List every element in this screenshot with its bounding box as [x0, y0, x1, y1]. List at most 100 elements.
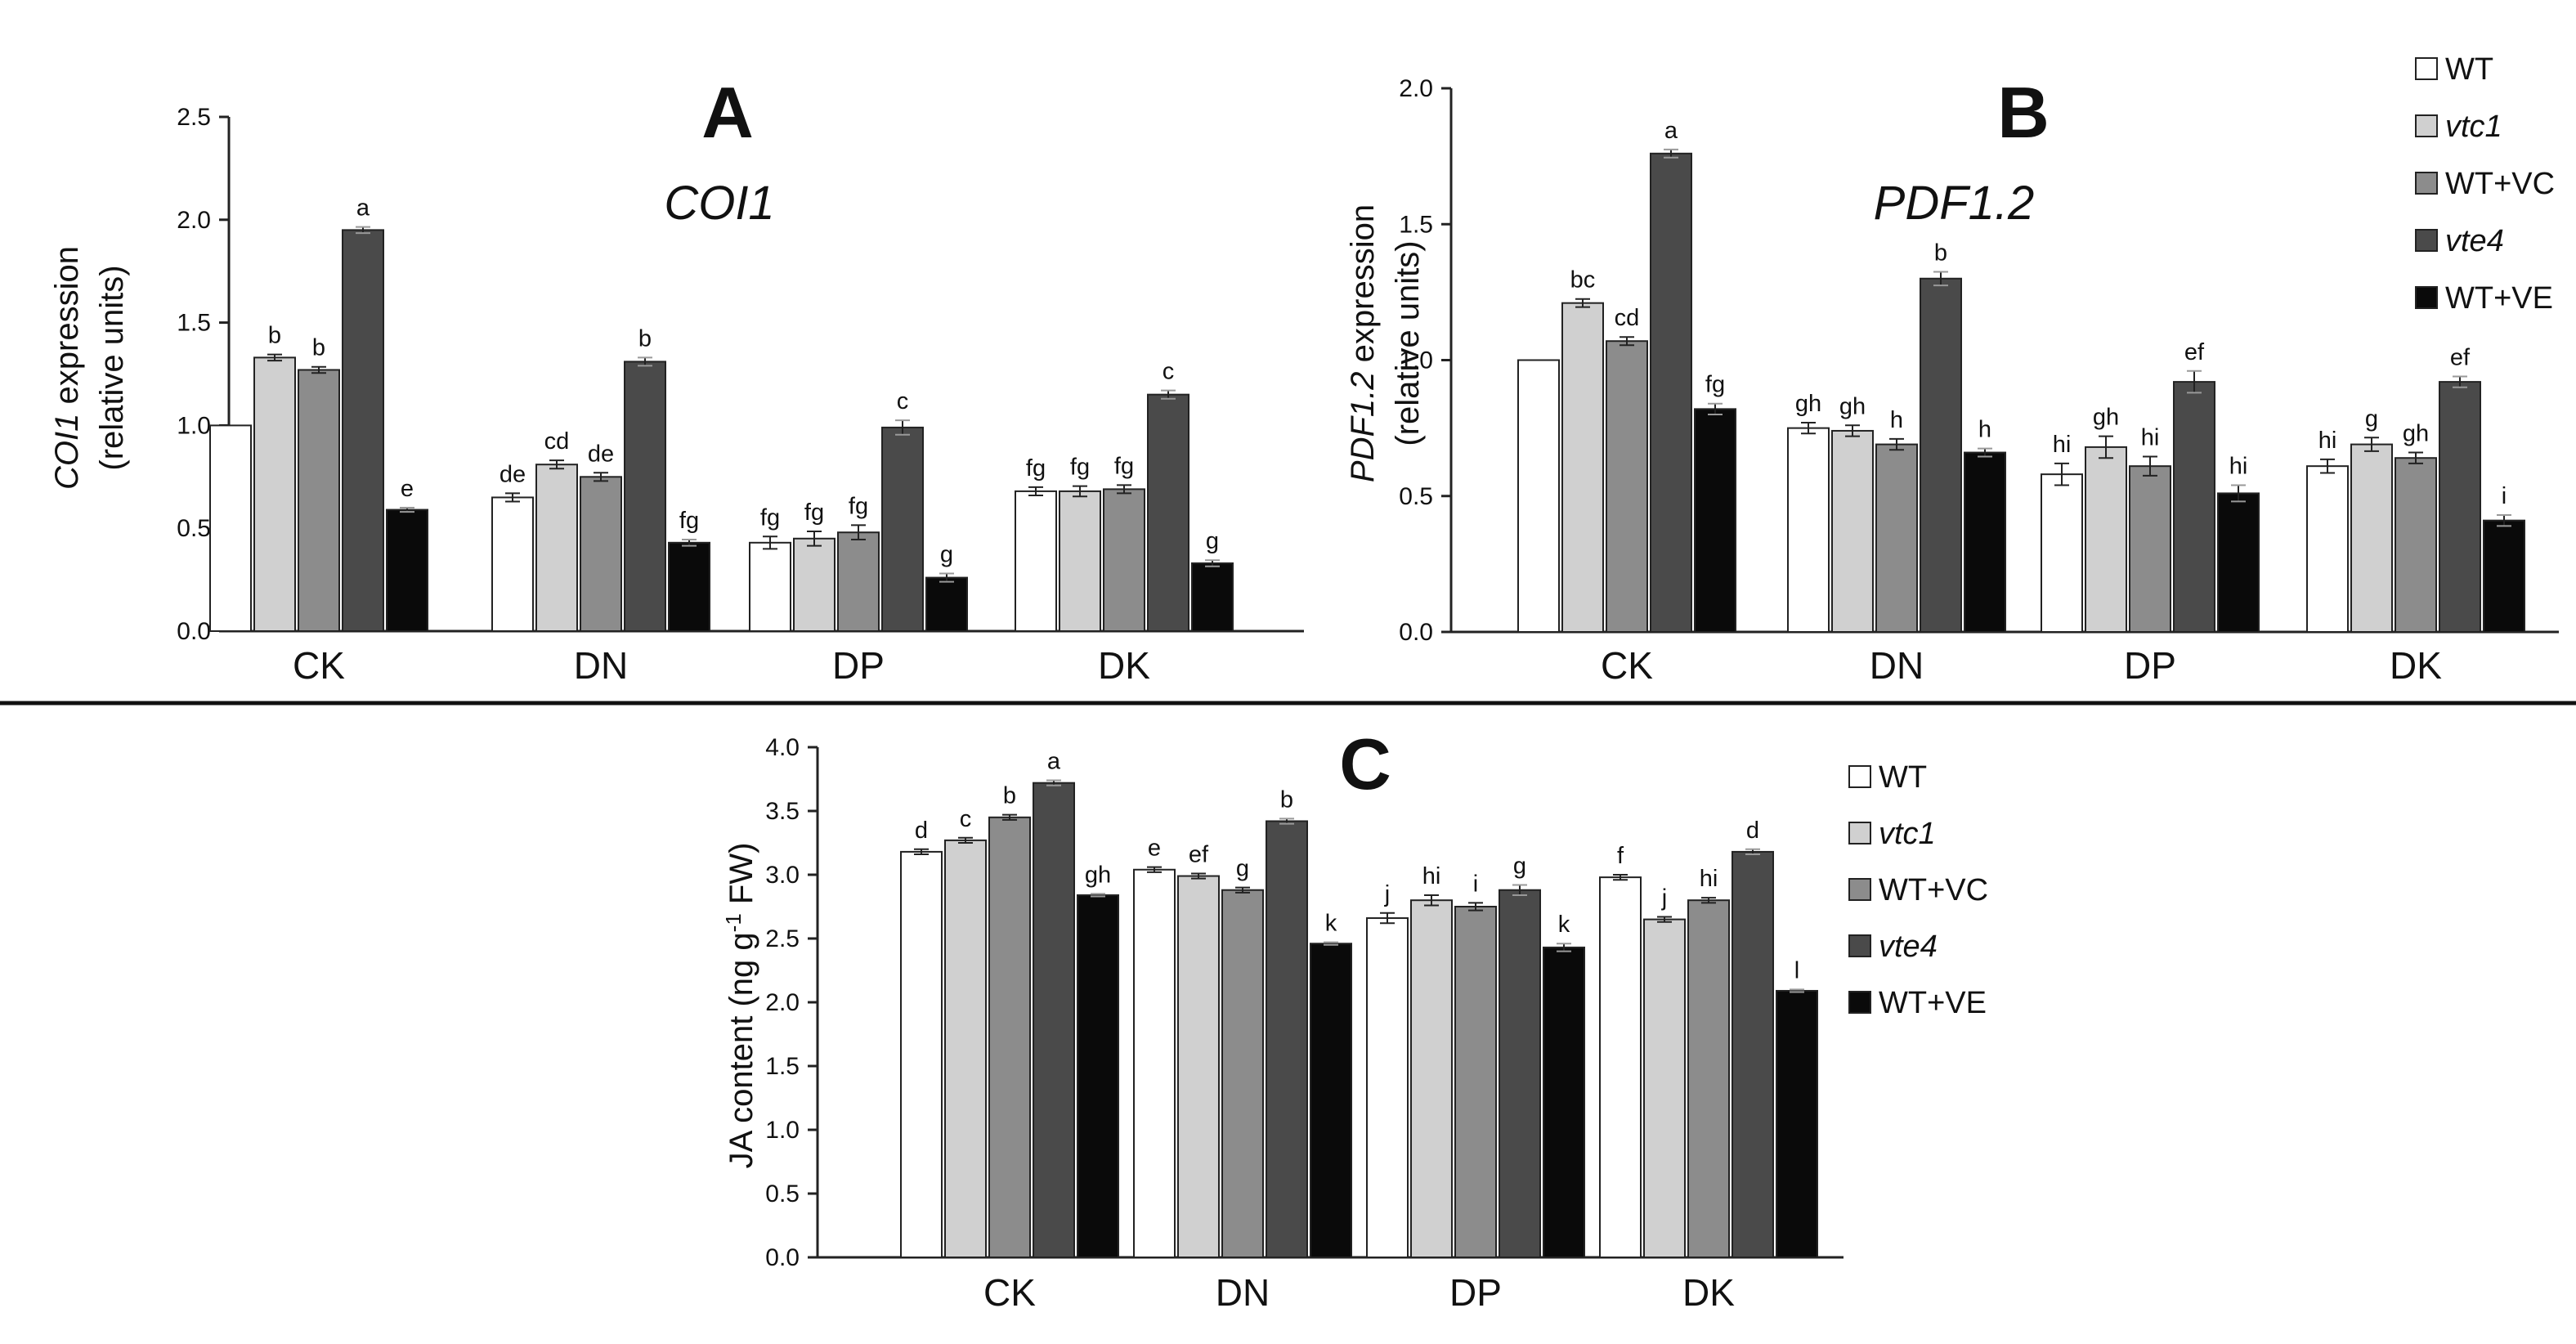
significance-letter: j	[1384, 881, 1390, 907]
y-tick-label: 2.0	[177, 207, 211, 234]
category-label: DN	[1216, 1271, 1270, 1314]
legend-swatch-wt-ve	[1848, 991, 1871, 1014]
significance-letter: hi	[2229, 453, 2248, 479]
significance-letter: fg	[1070, 455, 1090, 481]
significance-letter: k	[1325, 911, 1337, 937]
significance-letter: d	[915, 818, 928, 844]
y-axis-title-sup: -1	[721, 913, 746, 932]
bar-wt-ve-dk	[1191, 562, 1234, 632]
significance-letter: i	[1473, 871, 1478, 897]
legend-swatch-wt-ve	[2415, 286, 2438, 309]
y-tick-label: 1.5	[765, 1053, 800, 1080]
bar-vte4-dp	[2173, 381, 2215, 633]
category-label: DK	[1098, 644, 1150, 687]
y-tick-label: 1.0	[765, 1117, 800, 1144]
bar-vtc1-dk	[2350, 443, 2393, 634]
bar-wt-ve-dn	[1964, 451, 2006, 633]
y-tick-label: 2.0	[1399, 75, 1433, 102]
significance-letter: fg	[760, 504, 780, 531]
bar-vte4-dk	[2439, 381, 2481, 633]
bar-vte4-dn	[624, 361, 666, 632]
y-tick-label: 1.0	[1399, 347, 1433, 374]
category-label: CK	[1601, 644, 1653, 687]
significance-letter: hi	[2141, 425, 2160, 451]
bar-wt-vc-dn	[1875, 443, 1918, 634]
legend-label: vte4	[2445, 224, 2504, 258]
legend-swatch-wt	[2415, 57, 2438, 80]
legend-top: WT vtc1 WT+VC vte4 WT+VE	[2415, 52, 2555, 316]
bar-vtc1-ck	[1561, 302, 1604, 633]
significance-letter: c	[960, 806, 972, 832]
significance-letter: bc	[1570, 267, 1596, 293]
legend-swatch-vte4	[2415, 229, 2438, 252]
bar-vtc1-dk	[1059, 490, 1101, 632]
significance-letter: g	[2365, 405, 2378, 432]
bar-wt-vc-ck	[1606, 340, 1648, 633]
bar-wt-ve-dp	[1543, 946, 1585, 1259]
panel-a-chart: 0.00.51.01.52.02.5CK DN DP DKdefgfgbcdfgfgb…	[49, 72, 1304, 687]
bar-wt-ve-dn	[668, 541, 710, 633]
significance-letter: l	[1794, 957, 1799, 983]
category-label: CK	[983, 1271, 1036, 1314]
y-axis-title-main: JA content (ng g	[724, 932, 759, 1168]
y-tick-label: 2.5	[765, 925, 800, 952]
significance-letter: a	[1047, 749, 1061, 775]
significance-letter: hi	[1422, 863, 1441, 889]
bar-vte4-dn	[1266, 820, 1308, 1258]
bar-vte4-dp	[881, 426, 924, 633]
significance-letter: b	[1003, 783, 1016, 809]
bar-wt-ve-ck	[386, 508, 428, 633]
bar-wt-ve-dk	[2483, 519, 2525, 633]
bar-wt-ck	[900, 850, 943, 1259]
significance-letter: h	[1890, 407, 1903, 433]
y-tick-label: 0.5	[177, 515, 211, 542]
significance-letter: hi	[2318, 428, 2337, 454]
significance-letter: b	[312, 335, 325, 361]
bar-wt-vc-dp	[837, 531, 880, 632]
y-axis-title-gene: COI1	[49, 414, 85, 490]
bar-vtc1-dn	[1831, 429, 1874, 634]
bar-wt-vc-dn	[580, 476, 622, 632]
bar-wt-dp	[2041, 473, 2083, 634]
category-label: DK	[1682, 1271, 1735, 1314]
significance-letter: c	[1163, 359, 1175, 385]
legend-label: WT+VE	[2445, 281, 2553, 316]
bar-wt-dn	[491, 496, 534, 633]
legend-bottom: WT vtc1 WT+VC vte4 WT+VE	[1848, 760, 1988, 1020]
significance-letter: fg	[849, 493, 868, 519]
bar-wt-vc-dk	[1103, 488, 1145, 632]
significance-letter: ef	[2184, 339, 2205, 365]
bar-wt-dp	[749, 541, 791, 633]
significance-letter: b	[1280, 786, 1293, 813]
significance-letter: fg	[1026, 455, 1046, 482]
significance-letter: ef	[1189, 841, 1209, 867]
bar-wt-ve-dp	[925, 576, 968, 632]
bar-wt-ve-ck	[1694, 408, 1736, 633]
significance-letter: j	[1661, 885, 1667, 911]
y-tick-label: 4.0	[765, 734, 800, 761]
y-axis-title-gene: PDF1.2	[1345, 371, 1381, 482]
significance-letter: e	[1148, 836, 1161, 862]
significance-letter: h	[1978, 417, 1991, 443]
y-tick-label: 0.0	[177, 618, 211, 645]
y-tick-label: 0.5	[765, 1180, 800, 1207]
significance-letter: g	[1236, 856, 1249, 882]
bar-vtc1-dn	[1177, 875, 1220, 1259]
significance-letter: d	[1746, 818, 1759, 844]
bar-wt-vc-dp	[1454, 906, 1497, 1258]
gene-title: COI1	[664, 177, 774, 230]
y-tick-label: 0.0	[1399, 619, 1433, 646]
category-label: DP	[832, 644, 885, 687]
bar-wt-dn	[1787, 427, 1830, 633]
legend-label: WT	[1879, 760, 1927, 795]
bar-wt-ck	[209, 424, 252, 633]
significance-letter: de	[500, 461, 526, 487]
bar-wt-dk	[1599, 876, 1642, 1258]
significance-letter: gh	[1795, 391, 1821, 417]
bar-vtc1-dn	[535, 464, 578, 632]
significance-letter: a	[356, 195, 370, 222]
category-label: CK	[293, 644, 345, 687]
significance-letter: b	[1934, 240, 1947, 266]
